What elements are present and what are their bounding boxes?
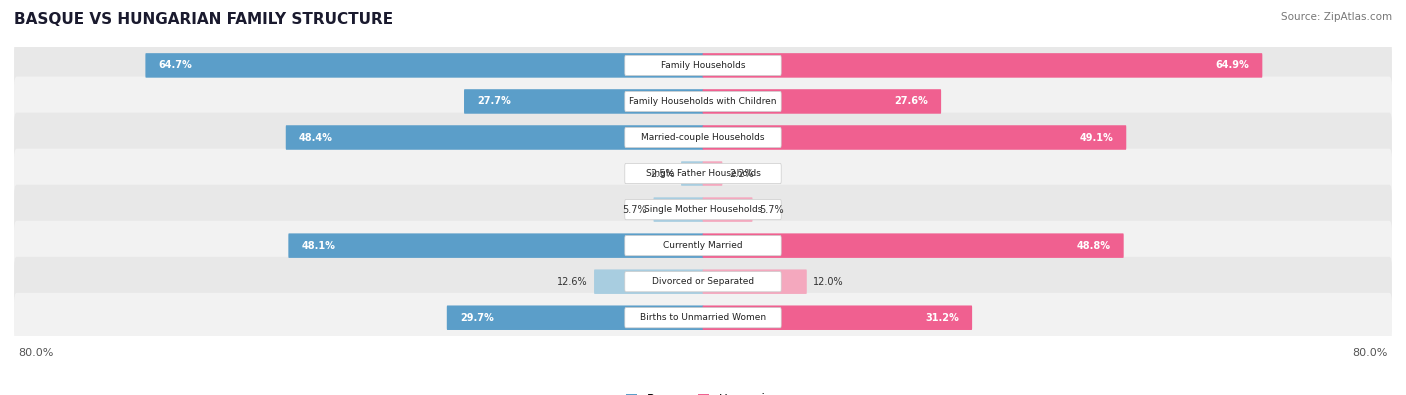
Text: Single Mother Households: Single Mother Households: [644, 205, 762, 214]
Text: 12.0%: 12.0%: [813, 276, 844, 287]
Text: 64.7%: 64.7%: [159, 60, 193, 70]
Text: 5.7%: 5.7%: [759, 205, 783, 214]
Text: Married-couple Households: Married-couple Households: [641, 133, 765, 142]
Text: 80.0%: 80.0%: [18, 348, 53, 358]
Text: 27.6%: 27.6%: [894, 96, 928, 107]
FancyBboxPatch shape: [145, 53, 703, 78]
FancyBboxPatch shape: [14, 149, 1392, 198]
FancyBboxPatch shape: [624, 55, 782, 75]
Text: Single Father Households: Single Father Households: [645, 169, 761, 178]
Text: 5.7%: 5.7%: [623, 205, 647, 214]
FancyBboxPatch shape: [14, 113, 1392, 162]
FancyBboxPatch shape: [14, 77, 1392, 126]
Text: 48.4%: 48.4%: [299, 132, 333, 143]
Text: Source: ZipAtlas.com: Source: ZipAtlas.com: [1281, 12, 1392, 22]
FancyBboxPatch shape: [624, 235, 782, 256]
FancyBboxPatch shape: [624, 128, 782, 148]
Text: 2.5%: 2.5%: [650, 169, 675, 179]
Text: Births to Unmarried Women: Births to Unmarried Women: [640, 313, 766, 322]
FancyBboxPatch shape: [464, 89, 703, 114]
Text: Currently Married: Currently Married: [664, 241, 742, 250]
Text: 48.1%: 48.1%: [302, 241, 336, 251]
Text: Family Households: Family Households: [661, 61, 745, 70]
Text: 2.2%: 2.2%: [728, 169, 754, 179]
FancyBboxPatch shape: [624, 272, 782, 292]
FancyBboxPatch shape: [703, 269, 807, 294]
Text: Divorced or Separated: Divorced or Separated: [652, 277, 754, 286]
FancyBboxPatch shape: [681, 161, 703, 186]
FancyBboxPatch shape: [288, 233, 703, 258]
FancyBboxPatch shape: [703, 198, 752, 222]
FancyBboxPatch shape: [654, 198, 703, 222]
Text: 29.7%: 29.7%: [460, 313, 494, 323]
FancyBboxPatch shape: [14, 257, 1392, 307]
Text: Family Households with Children: Family Households with Children: [630, 97, 776, 106]
FancyBboxPatch shape: [14, 293, 1392, 342]
FancyBboxPatch shape: [14, 221, 1392, 271]
Text: 49.1%: 49.1%: [1080, 132, 1114, 143]
Text: 31.2%: 31.2%: [925, 313, 959, 323]
FancyBboxPatch shape: [703, 89, 941, 114]
FancyBboxPatch shape: [703, 125, 1126, 150]
FancyBboxPatch shape: [703, 161, 723, 186]
Text: 12.6%: 12.6%: [557, 276, 588, 287]
FancyBboxPatch shape: [624, 164, 782, 184]
Legend: Basque, Hungarian: Basque, Hungarian: [621, 388, 785, 395]
Text: 80.0%: 80.0%: [1353, 348, 1388, 358]
FancyBboxPatch shape: [624, 91, 782, 111]
FancyBboxPatch shape: [595, 269, 703, 294]
Text: 27.7%: 27.7%: [478, 96, 512, 107]
FancyBboxPatch shape: [447, 305, 703, 330]
FancyBboxPatch shape: [703, 233, 1123, 258]
FancyBboxPatch shape: [624, 308, 782, 328]
Text: BASQUE VS HUNGARIAN FAMILY STRUCTURE: BASQUE VS HUNGARIAN FAMILY STRUCTURE: [14, 12, 394, 27]
FancyBboxPatch shape: [703, 53, 1263, 78]
Text: 64.9%: 64.9%: [1215, 60, 1249, 70]
FancyBboxPatch shape: [285, 125, 703, 150]
Text: 48.8%: 48.8%: [1077, 241, 1111, 251]
FancyBboxPatch shape: [624, 199, 782, 220]
FancyBboxPatch shape: [703, 305, 972, 330]
FancyBboxPatch shape: [14, 41, 1392, 90]
FancyBboxPatch shape: [14, 185, 1392, 235]
